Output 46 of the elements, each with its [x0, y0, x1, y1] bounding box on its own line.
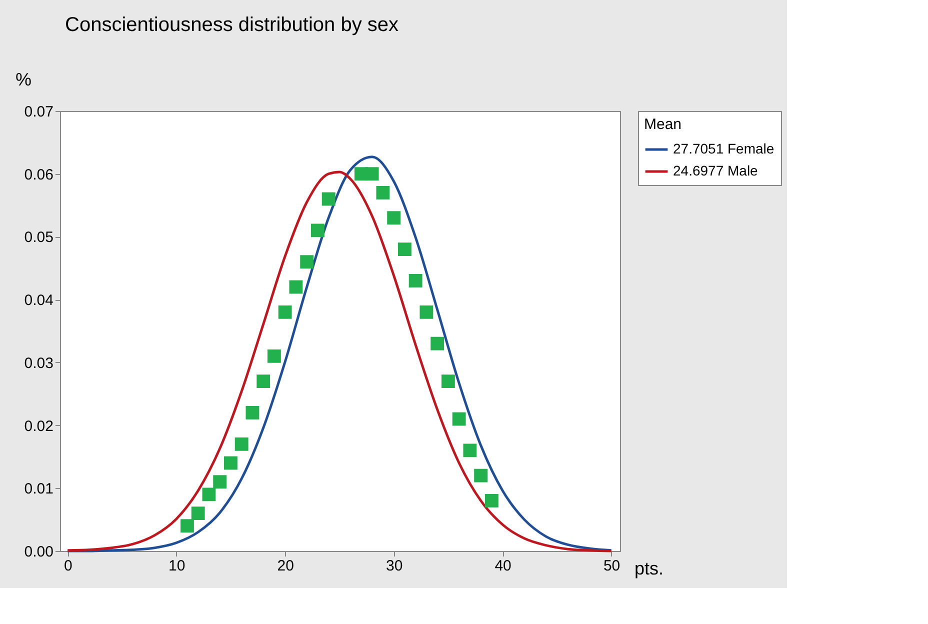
point [365, 167, 379, 181]
y-tick-label: 0.03 [24, 354, 54, 372]
x-tick-label: 10 [168, 558, 186, 574]
legend-title: Mean [644, 116, 682, 133]
point [202, 488, 216, 502]
point [256, 374, 270, 388]
point [278, 305, 292, 319]
point [180, 519, 194, 533]
y-axis-title: % [16, 70, 32, 90]
legend-label: 24.6977 Male [673, 162, 758, 178]
point [234, 437, 248, 451]
point [224, 456, 238, 470]
y-tick-label: 0.02 [24, 418, 54, 435]
point [387, 211, 401, 225]
x-tick-label: 40 [494, 558, 512, 574]
y-tick-label: 0.07 [24, 104, 54, 120]
point [463, 444, 477, 458]
point [322, 192, 336, 206]
y-tick-label: 0.00 [24, 544, 54, 560]
x-tick-label: 30 [386, 558, 403, 574]
point [376, 186, 390, 200]
y-tick-label: 0.04 [24, 292, 54, 310]
point [246, 406, 260, 420]
point [408, 274, 422, 288]
point [420, 305, 434, 319]
point [213, 475, 227, 489]
point [191, 506, 205, 520]
point [398, 242, 412, 256]
point [484, 494, 498, 508]
y-tick-label: 0.05 [24, 229, 54, 246]
point [268, 349, 281, 363]
x-tick-label: 50 [603, 558, 620, 574]
x-tick-label: 20 [277, 558, 294, 574]
point [300, 255, 314, 269]
point [452, 412, 466, 426]
x-tick-label: 0 [64, 558, 72, 574]
point [441, 374, 455, 388]
chart-title: Conscientiousness distribution by sex [65, 14, 399, 36]
x-axis-title: pts. [634, 558, 664, 578]
point [474, 468, 488, 482]
y-tick-label: 0.06 [24, 166, 54, 184]
point [289, 280, 303, 294]
point [311, 224, 324, 238]
y-tick-label: 0.01 [24, 480, 54, 498]
legend-label: 27.7051 Female [673, 140, 774, 156]
point [430, 336, 444, 350]
